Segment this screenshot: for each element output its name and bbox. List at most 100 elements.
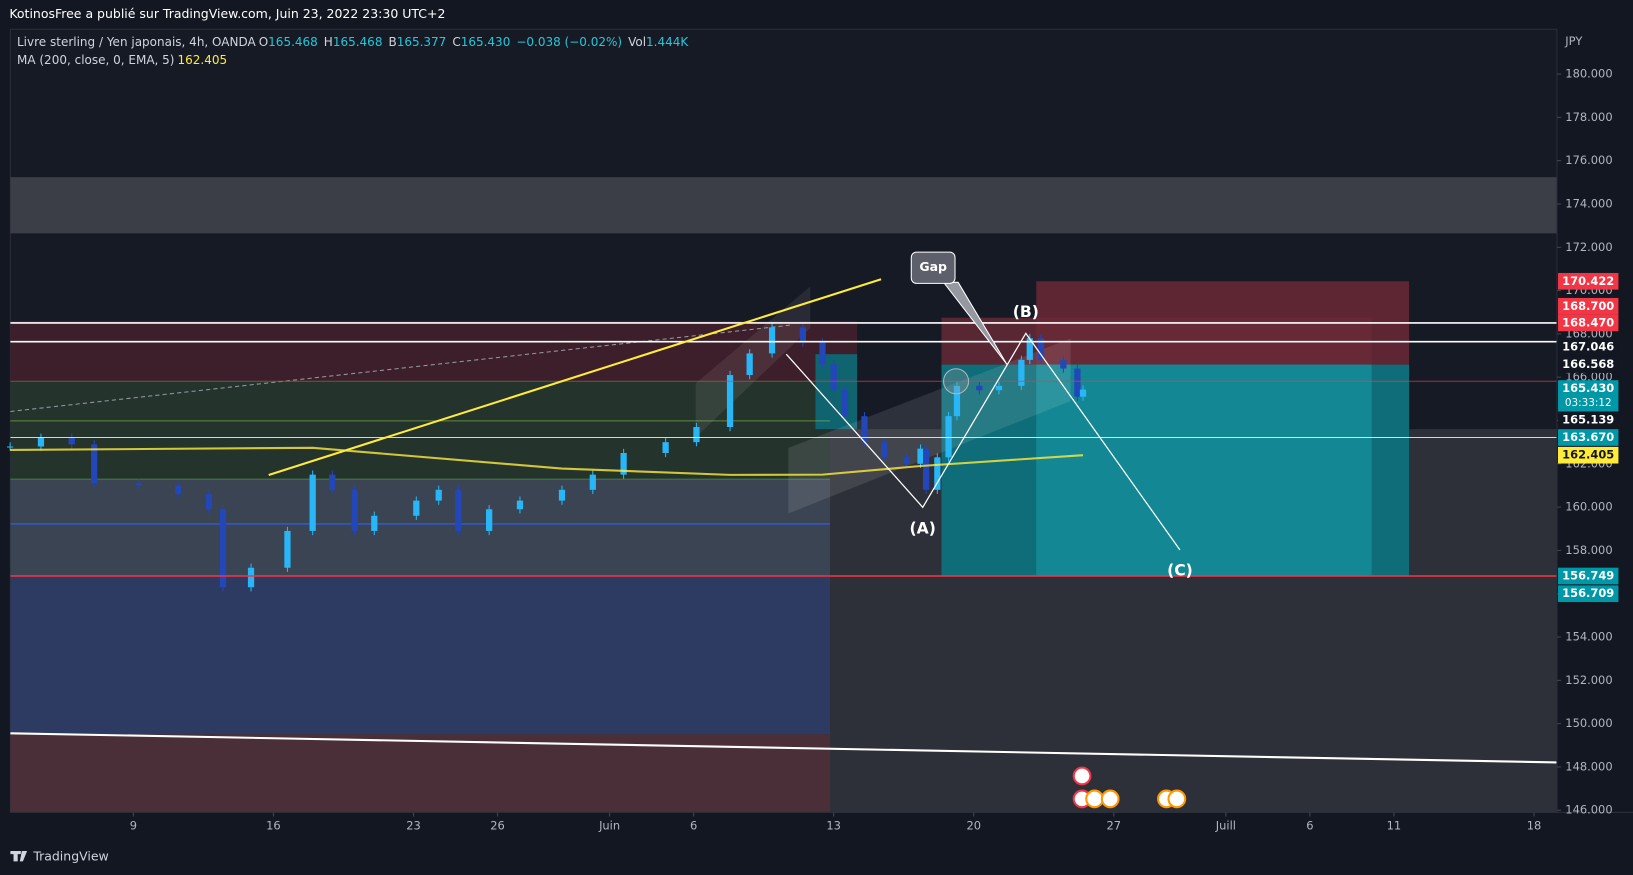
y-tick-label: 152.000: [1565, 673, 1612, 687]
candle: [1060, 359, 1067, 369]
candle: [37, 437, 45, 447]
x-tick-label: 20: [966, 818, 981, 832]
candle: [175, 485, 182, 495]
x-tick-label: 13: [826, 818, 841, 832]
legend-item: Livre sterling / Yen japonais, 4h, OANDA: [17, 35, 256, 49]
candle: [861, 416, 868, 443]
candle: [917, 448, 924, 464]
trend-line: [268, 278, 882, 476]
price-label-bg: [1558, 411, 1619, 429]
x-tick-label: 18: [1527, 818, 1542, 832]
price-label-bg: [1558, 429, 1619, 446]
legend-line: MA (200, close, 0, EMA, 5) 162.405: [17, 51, 694, 69]
legend-item: B: [388, 35, 397, 49]
price-label: 156.749: [1562, 569, 1614, 583]
candle: [455, 489, 462, 531]
candle: [435, 489, 442, 501]
footer-brand: TradingView: [32, 849, 108, 864]
candle: [768, 327, 776, 354]
candle: [953, 385, 961, 417]
event-icons: [1072, 766, 1187, 809]
annotation: (A): [910, 520, 936, 538]
y-tick-label: 150.000: [1565, 716, 1612, 730]
candle: [1018, 359, 1025, 386]
legend-item: H: [323, 35, 333, 49]
candle: [903, 457, 910, 464]
event-icon: [1085, 789, 1104, 809]
candle: [558, 489, 566, 501]
plot: [7, 323, 1087, 592]
event-icon: [1167, 789, 1187, 809]
y-tick-label: 178.000: [1565, 110, 1612, 124]
candle: [91, 444, 98, 484]
price-label-bg: [1558, 567, 1619, 585]
y-tick-label: 160.000: [1565, 500, 1612, 514]
legend-item: 162.405: [177, 53, 228, 67]
price-label: 165.139: [1562, 412, 1614, 426]
candle: [620, 452, 627, 475]
trend-line: [10, 732, 1557, 764]
candle: [219, 509, 227, 588]
candle: [516, 500, 524, 510]
legend-item: 165.377: [396, 35, 447, 49]
legend-item: 165.468: [268, 35, 318, 49]
candle: [945, 416, 952, 458]
x-tick-label: 27: [1107, 818, 1122, 832]
candle: [205, 494, 213, 510]
y-tick-label: 176.000: [1565, 153, 1612, 167]
candle: [371, 515, 378, 531]
x-tick-label: 6: [690, 818, 697, 832]
candle: [68, 437, 75, 445]
zone: [10, 576, 831, 735]
callout-box: [910, 251, 956, 284]
legend-line: Livre sterling / Yen japonais, 4h, OANDA…: [17, 33, 694, 51]
price-label-bg: [1558, 314, 1619, 332]
candle: [1079, 389, 1087, 397]
candle: [247, 567, 255, 588]
legend-item: 165.468: [332, 35, 383, 49]
y-tick-label: 146.000: [1565, 803, 1612, 817]
candle: [934, 457, 941, 490]
price-label-bg: [1558, 356, 1619, 373]
candle: [135, 483, 143, 486]
candle: [830, 364, 837, 391]
price-label: 162.405: [1562, 448, 1614, 462]
x-tick-label: 16: [266, 818, 281, 832]
x-tick-label: Juin: [598, 818, 620, 832]
y-tick-label: 174.000: [1565, 196, 1612, 210]
legend-item: MA (200, close, 0, EMA, 5): [17, 53, 175, 67]
channel: [788, 338, 1071, 514]
candle: [309, 474, 316, 531]
legend-item: O: [258, 35, 269, 49]
candle: [284, 530, 291, 568]
price-label: 165.430: [1562, 381, 1614, 395]
target-zone: [1036, 364, 1372, 577]
price-label-bg: [1558, 380, 1619, 412]
candle: [329, 474, 336, 490]
legend-item: Vol: [628, 35, 647, 49]
candle: [923, 448, 930, 490]
x-tick-label: 26: [490, 818, 505, 832]
candle: [841, 390, 849, 417]
price-label: 163.670: [1562, 430, 1614, 444]
channel: [695, 286, 811, 438]
candle: [976, 385, 983, 391]
candle: [1037, 338, 1045, 360]
price-label-bg: [1558, 446, 1619, 464]
legend: Livre sterling / Yen japonais, 4h, OANDA…: [17, 33, 694, 69]
x-tick-label: 11: [1387, 818, 1402, 832]
candle: [880, 442, 888, 458]
zone: [10, 320, 858, 381]
x-tick-label: 6: [1306, 818, 1313, 832]
price-label: 156.709: [1562, 586, 1614, 600]
price-label-bg: [1558, 338, 1619, 356]
price-label: 166.568: [1562, 357, 1614, 371]
candle: [413, 500, 420, 516]
price-label: 167.046: [1562, 339, 1614, 353]
ma-line: [10, 446, 1084, 476]
zone: [10, 177, 1557, 234]
candle: [486, 509, 493, 531]
price-label: 168.470: [1562, 315, 1614, 329]
